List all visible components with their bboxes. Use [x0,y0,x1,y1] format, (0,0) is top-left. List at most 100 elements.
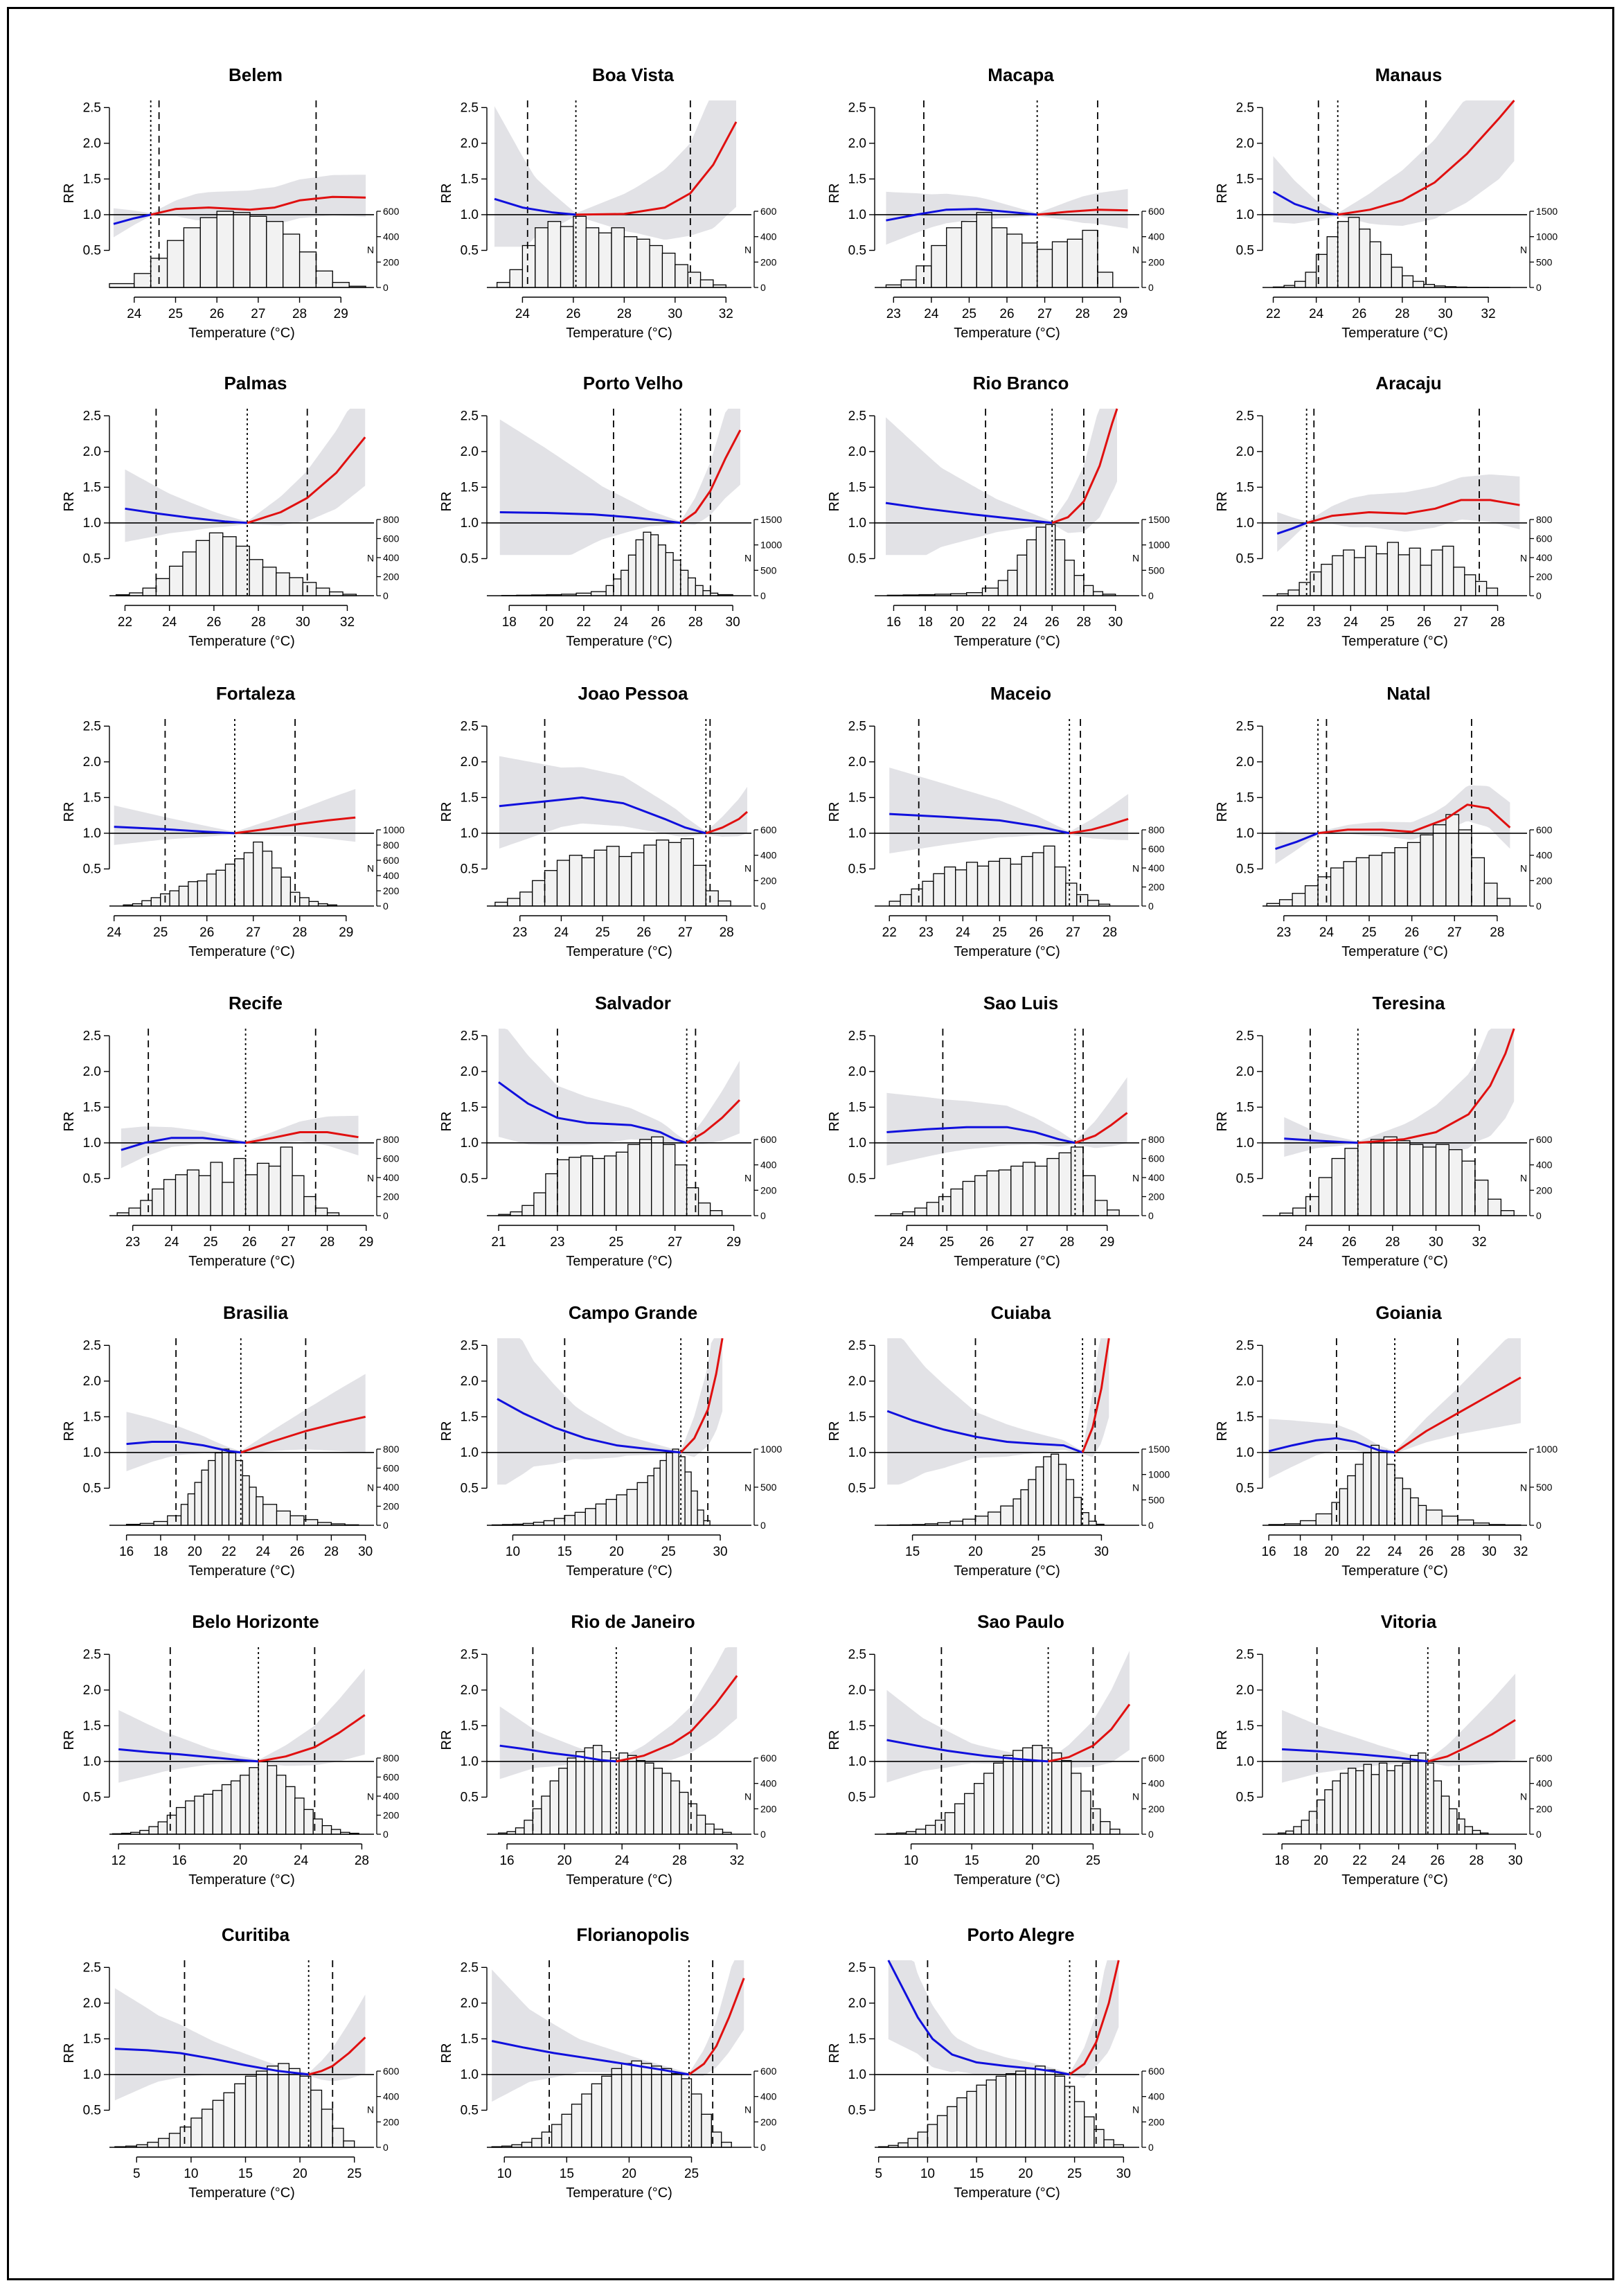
cold-curve [886,1410,1083,1454]
n-tick-label: 200 [1148,1803,1165,1814]
heat-curve [1069,817,1129,835]
hist-bar [1420,565,1432,596]
y-axis-label: RR [62,1730,77,1750]
hist-bar [535,227,548,288]
x-tick-label: 30 [1482,1545,1497,1559]
x-tick-label: 29 [334,307,348,321]
hist-bar [262,1504,278,1526]
n-tick-label: 400 [760,850,777,861]
n-tick-label: 400 [1148,2091,1165,2102]
hist-bar [1368,855,1383,907]
y-axis-label: RR [827,2043,842,2063]
hist-bar [1287,589,1300,596]
hist-bar [1442,545,1454,596]
chart-svg-fortaleza: Fortaleza 0.5 1.0 1.5 2.0 2.5 RR 24 25 26 27 28 29 Te… [62,683,404,959]
hist-bar [1094,1200,1108,1216]
hist-bar [549,1780,560,1835]
hist-bar [330,1829,341,1835]
x-tick-label: 27 [1447,925,1462,940]
n-tick-label: 200 [1148,882,1165,893]
x-tick-label: 32 [340,615,355,630]
y-tick-label: 1.0 [848,516,866,531]
x-tick-label: 30 [726,615,740,630]
chart-title: Fortaleza [216,683,296,704]
hist-bar [1073,2101,1085,2148]
hist-bar [653,1768,663,1835]
x-tick-label: 32 [1513,1545,1528,1559]
n-tick-label: 400 [760,2091,777,2102]
y-tick-label: 1.5 [1236,1100,1254,1115]
cold-curve [887,1960,1070,2076]
hist-bar [152,1188,165,1216]
heat-curve [679,429,742,524]
hist-bar [203,1793,213,1835]
n-tick-label: 1000 [1148,540,1170,551]
chart-title: Maceio [990,683,1051,704]
y-axis-label: RR [827,1112,842,1132]
hist-bar [178,885,189,907]
hist-bar [1064,560,1075,596]
y-tick-label: 0.5 [83,1171,101,1186]
hist-bar [541,1795,551,1835]
n-tick-label: 1000 [1148,1469,1170,1480]
hist-bar [310,2089,323,2148]
x-tick-label: 25 [168,307,183,321]
hist-bar [510,1211,523,1216]
heat-curve [308,2036,366,2076]
hist-bar [1359,229,1371,288]
hist-bar [981,587,999,596]
hist-bar [1347,1768,1357,1835]
n-tick-label: 500 [760,1482,777,1493]
chart-svg-porto-velho: Porto Velho 0.5 1.0 1.5 2.0 2.5 RR 18 20 22 24 26 28… [439,373,782,649]
cold-curve [1276,522,1308,535]
x-tick-label: 10 [904,1854,918,1868]
x-tick-label: 22 [222,1545,236,1559]
hist-bar [1402,1488,1411,1526]
y-tick-label: 2.5 [83,1029,101,1043]
y-tick-label: 1.0 [848,1446,866,1460]
cold-curve [498,1081,688,1144]
y-tick-label: 1.0 [461,516,479,531]
hist-bar [163,1179,177,1216]
y-axis-label: RR [439,1421,454,1441]
n-tick-label: 600 [760,206,777,217]
chart-title: Manaus [1375,64,1443,85]
hist-bar [1355,1770,1364,1835]
n-tick-label: 0 [1148,900,1154,912]
hist-bar [258,1761,268,1835]
y-tick-label: 0.5 [848,1790,866,1804]
y-tick-label: 1.5 [848,480,866,495]
y-tick-label: 1.0 [848,208,866,222]
hist-bar [1012,1750,1024,1835]
hist-bar [1375,553,1389,596]
hist-bar [532,1808,542,1835]
x-axis-label: Temperature (°C) [566,634,672,649]
chart-title: Curitiba [222,1924,290,1945]
n-axis-label: N [744,1791,751,1802]
heat-curve [1394,1376,1522,1454]
hist-bar [1278,899,1293,907]
x-tick-label: 15 [965,1854,979,1868]
confidence-band [888,1960,1119,2078]
n-tick-label: 400 [1536,850,1553,861]
n-tick-label: 0 [760,2142,766,2153]
y-tick-label: 2.0 [848,1996,866,2011]
hist-bar [1432,824,1447,907]
hist-bar [1355,1464,1364,1526]
hist-bar [234,858,244,907]
y-tick-label: 2.0 [1236,136,1254,151]
y-tick-label: 2.0 [1236,445,1254,459]
y-tick-label: 1.0 [1236,208,1254,222]
hist-bar [623,236,638,288]
hist-bar [997,580,1008,596]
chart-panel-sao-paulo: Sao Paulo 0.5 1.0 1.5 2.0 2.5 RR 10 15 20 25 Temper… [821,1606,1181,1910]
n-tick-label: 500 [760,565,777,576]
hist-bar [242,1475,250,1526]
y-axis-label: RR [827,184,842,204]
hist-bar [230,1780,241,1835]
chart-title: Porto Velho [583,373,683,393]
y-tick-label: 1.5 [848,2032,866,2046]
x-axis-label: Temperature (°C) [954,944,1060,959]
hist-bar [544,870,558,907]
hist-bar [1044,2069,1055,2148]
